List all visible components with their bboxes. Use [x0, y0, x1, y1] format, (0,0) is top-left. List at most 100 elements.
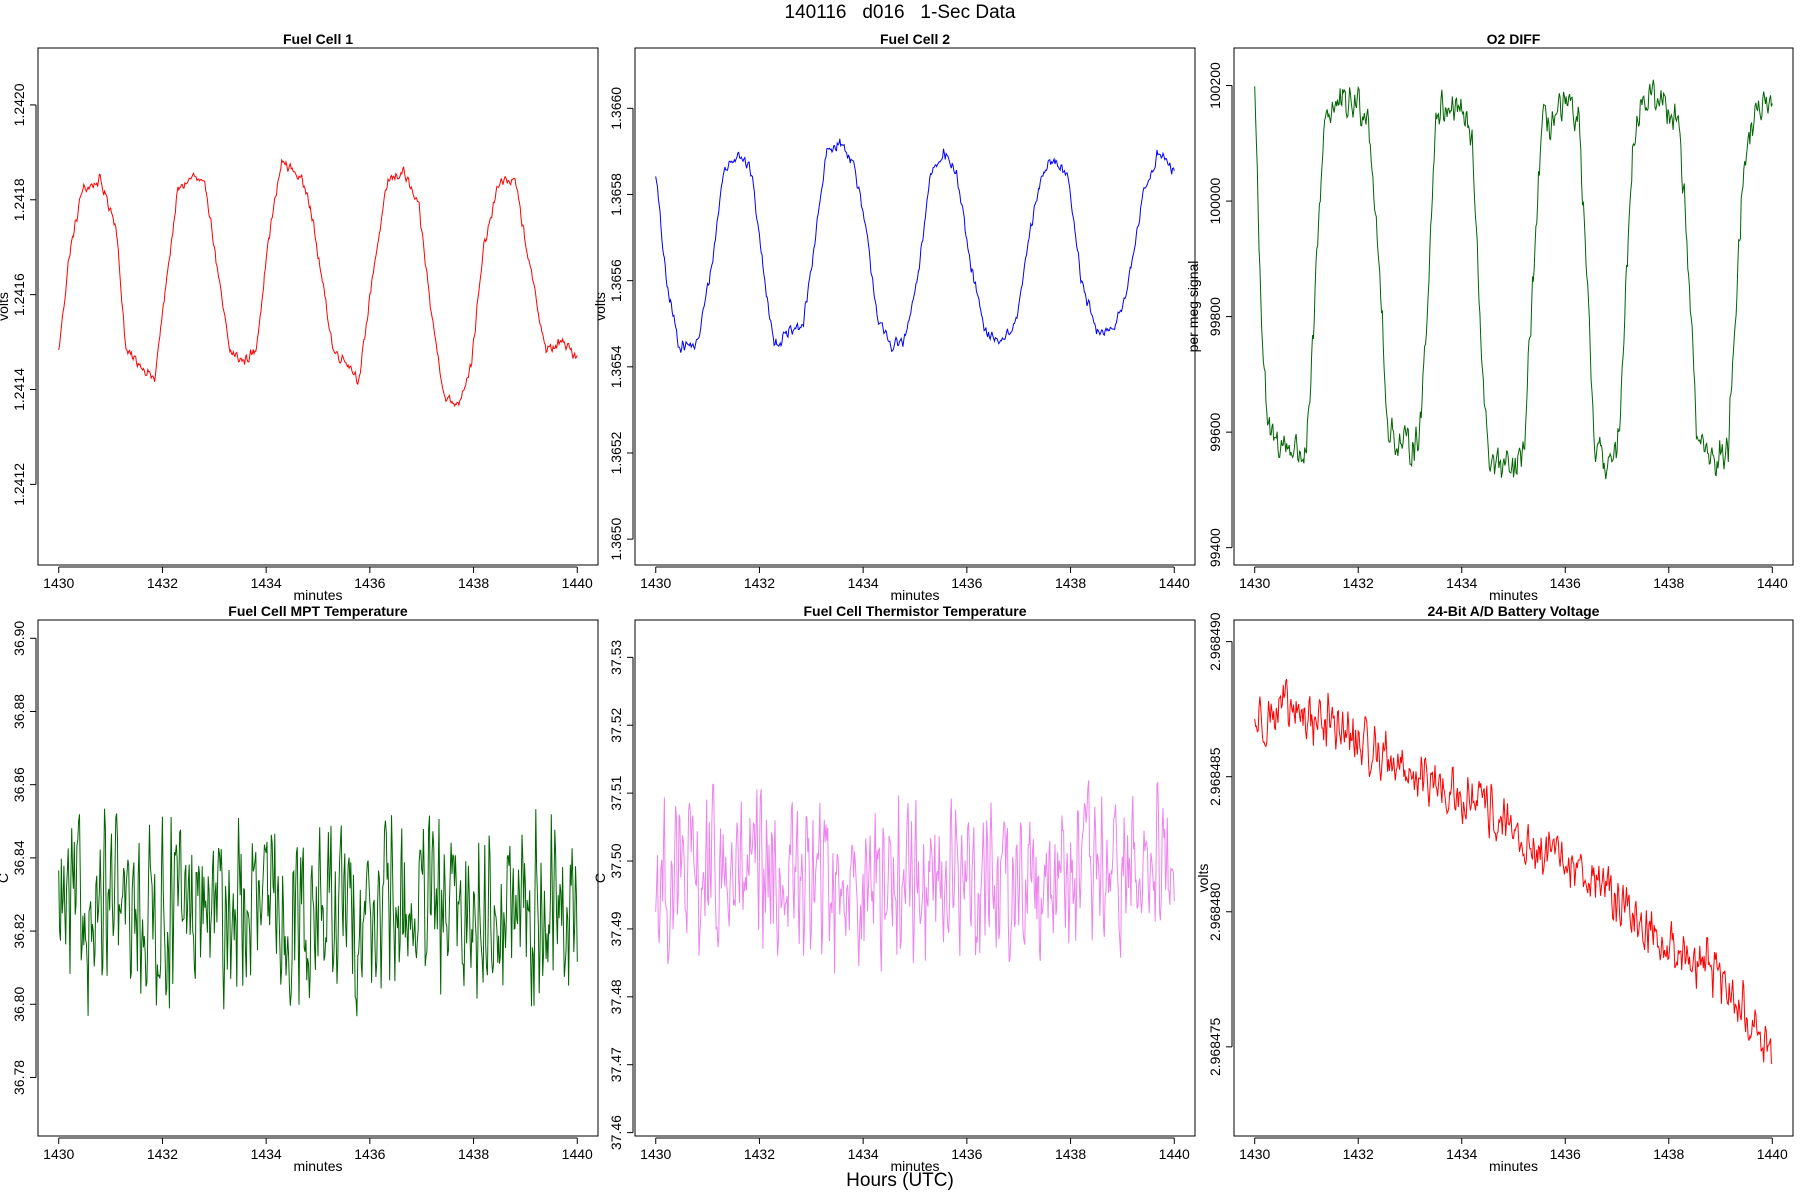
- series-line: [58, 158, 578, 408]
- y-axis-label: per meg signal: [1185, 261, 1201, 353]
- chart-panel: O2 DIFF 1430 1432 1434 1436 1438 1440 minutes 99…: [1185, 31, 1794, 603]
- plot-frame: [37, 619, 599, 1137]
- x-tick-label: 1432: [1343, 575, 1374, 591]
- y-tick-label: 1.3654: [608, 345, 624, 388]
- panel-title: O2 DIFF: [1487, 31, 1541, 47]
- panel-title: Fuel Cell 2: [880, 31, 950, 47]
- x-tick-label: 1436: [1550, 1146, 1581, 1162]
- x-axis-label: minutes: [890, 1158, 939, 1174]
- x-tick-label: 1438: [1653, 1146, 1684, 1162]
- x-tick-label: 1438: [1055, 1146, 1086, 1162]
- x-tick-label: 1440: [562, 575, 593, 591]
- x-tick-label: 1432: [147, 575, 178, 591]
- chart-panel: Fuel Cell MPT Temperature 1430 1432 1434 143…: [0, 603, 599, 1174]
- x-tick-label: 1434: [1446, 575, 1477, 591]
- y-tick-label: 2.968490: [1207, 612, 1223, 671]
- y-tick-label: 36.86: [11, 767, 27, 802]
- y-axis-label: C: [0, 873, 11, 883]
- y-tick-label: 37.46: [608, 1115, 624, 1150]
- y-tick-label: 37.52: [608, 708, 624, 743]
- x-tick-label: 1438: [458, 1146, 489, 1162]
- x-tick-label: 1434: [251, 575, 282, 591]
- x-tick-label: 1438: [458, 575, 489, 591]
- y-tick-label: 36.78: [11, 1060, 27, 1095]
- y-tick-label: 99400: [1207, 528, 1223, 567]
- x-tick-label: 1430: [43, 575, 74, 591]
- series-line: [655, 138, 1175, 353]
- series-line: [655, 780, 1175, 974]
- x-axis-label: minutes: [1489, 587, 1538, 603]
- page-title: 140116 d016 1-Sec Data: [784, 2, 1016, 23]
- y-tick-label: 1.3660: [608, 87, 624, 130]
- panel-title: Fuel Cell MPT Temperature: [228, 603, 408, 619]
- panel-title: Fuel Cell 1: [283, 31, 353, 47]
- y-tick-label: 37.49: [608, 911, 624, 946]
- chart-panel: Fuel Cell 1 1430 1432 1434 1436 1438 1440 minut…: [0, 31, 599, 603]
- chart-panel: 24-Bit A/D Battery Voltage 1430 1432 1434 14…: [1195, 603, 1794, 1174]
- x-axis-label: minutes: [293, 1158, 342, 1174]
- x-tick-label: 1440: [1159, 1146, 1190, 1162]
- y-tick-label: 1.3658: [608, 173, 624, 216]
- y-tick-label: 1.2414: [11, 368, 27, 411]
- plot-frame: [37, 47, 599, 566]
- y-tick-label: 36.90: [11, 621, 27, 656]
- x-tick-label: 1430: [640, 575, 671, 591]
- x-tick-label: 1438: [1055, 575, 1086, 591]
- y-tick-label: 1.2420: [11, 83, 27, 126]
- y-tick-label: 100200: [1207, 62, 1223, 109]
- y-axis-label: volts: [592, 292, 608, 321]
- series-line: [1254, 678, 1773, 1064]
- x-tick-label: 1434: [848, 1146, 879, 1162]
- y-tick-label: 1.3656: [608, 259, 624, 302]
- x-tick-label: 1436: [354, 575, 385, 591]
- plot-frame: [634, 619, 1196, 1137]
- y-axis-label: C: [592, 873, 608, 883]
- x-tick-label: 1436: [951, 1146, 982, 1162]
- panel-title: 24-Bit A/D Battery Voltage: [1428, 603, 1600, 619]
- x-tick-label: 1432: [1343, 1146, 1374, 1162]
- y-tick-label: 100000: [1207, 178, 1223, 225]
- y-tick-label: 1.2418: [11, 178, 27, 221]
- y-tick-label: 37.50: [608, 843, 624, 878]
- y-tick-label: 1.2412: [11, 463, 27, 506]
- x-tick-label: 1434: [848, 575, 879, 591]
- x-tick-label: 1436: [951, 575, 982, 591]
- panel-title: Fuel Cell Thermistor Temperature: [803, 603, 1026, 619]
- x-tick-label: 1430: [1239, 1146, 1270, 1162]
- y-tick-label: 36.84: [11, 840, 27, 875]
- x-tick-label: 1440: [1757, 575, 1788, 591]
- y-axis-label: volts: [1195, 864, 1211, 893]
- x-tick-label: 1438: [1653, 575, 1684, 591]
- y-tick-label: 36.82: [11, 913, 27, 948]
- y-tick-label: 99600: [1207, 412, 1223, 451]
- x-tick-label: 1430: [1239, 575, 1270, 591]
- y-tick-label: 99800: [1207, 297, 1223, 336]
- series-line: [58, 808, 578, 1017]
- global-x-axis-label: Hours (UTC): [846, 1170, 954, 1191]
- y-tick-label: 2.968480: [1207, 882, 1223, 941]
- plot-frame: [1233, 619, 1794, 1137]
- x-tick-label: 1434: [1446, 1146, 1477, 1162]
- y-tick-label: 36.88: [11, 694, 27, 729]
- y-tick-label: 37.48: [608, 979, 624, 1014]
- y-tick-label: 37.47: [608, 1047, 624, 1082]
- x-tick-label: 1440: [1159, 575, 1190, 591]
- x-tick-label: 1440: [562, 1146, 593, 1162]
- x-axis-label: minutes: [890, 587, 939, 603]
- y-tick-label: 37.51: [608, 775, 624, 810]
- y-tick-label: 2.968485: [1207, 747, 1223, 806]
- y-tick-label: 36.80: [11, 987, 27, 1022]
- x-axis-label: minutes: [293, 587, 342, 603]
- x-tick-label: 1434: [251, 1146, 282, 1162]
- y-axis-label: volts: [0, 292, 11, 321]
- x-tick-label: 1436: [1550, 575, 1581, 591]
- y-tick-label: 2.968475: [1207, 1017, 1223, 1076]
- x-tick-label: 1440: [1757, 1146, 1788, 1162]
- x-tick-label: 1430: [43, 1146, 74, 1162]
- x-tick-label: 1436: [354, 1146, 385, 1162]
- plot-frame: [1233, 47, 1794, 566]
- y-tick-label: 1.2416: [11, 273, 27, 316]
- x-tick-label: 1432: [744, 1146, 775, 1162]
- chart-panel: Fuel Cell 2 1430 1432 1434 1436 1438 1440 minut…: [592, 31, 1196, 603]
